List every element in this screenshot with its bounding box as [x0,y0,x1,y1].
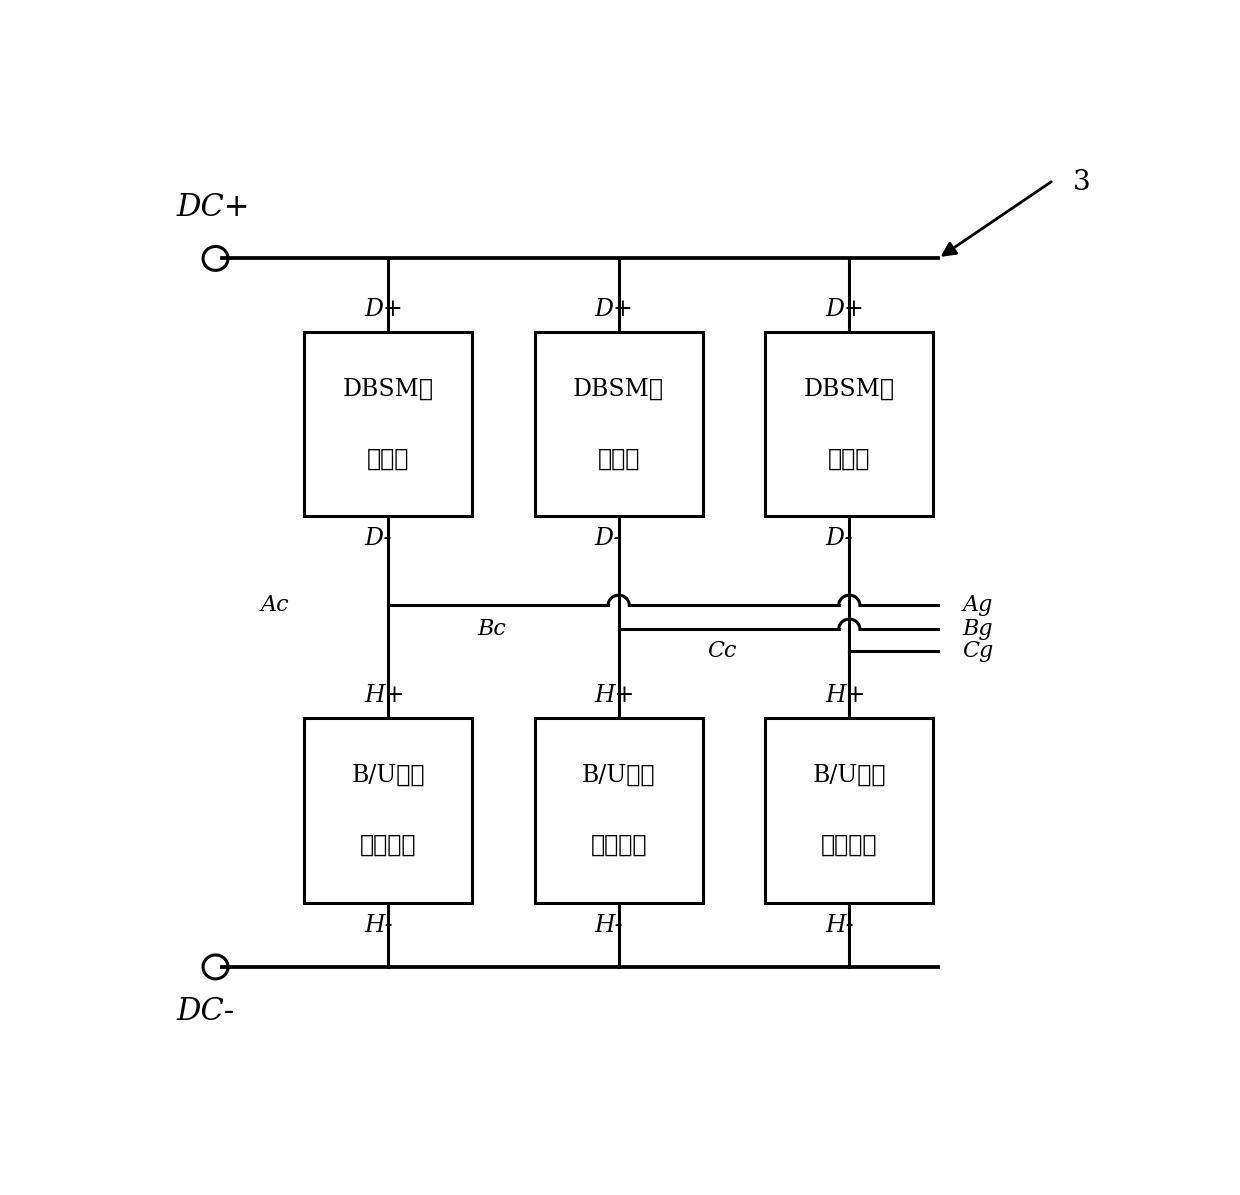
Text: 上桥臂: 上桥臂 [828,447,870,471]
Text: Bg: Bg [962,618,993,641]
Text: 上桥臂: 上桥臂 [367,447,409,471]
Text: H-: H- [595,913,624,937]
Text: 型下桥臂: 型下桥臂 [590,834,647,857]
Bar [304,718,472,902]
Bar [534,718,703,902]
Text: DBSM型: DBSM型 [804,378,895,400]
Text: Bc: Bc [477,618,506,641]
Text: B/U混合: B/U混合 [812,764,887,788]
Text: H-: H- [365,913,393,937]
Text: 型下桥臂: 型下桥臂 [360,834,417,857]
Bar [304,332,472,516]
Text: D+: D+ [826,298,864,321]
Text: B/U混合: B/U混合 [351,764,425,788]
Bar [765,718,934,902]
Text: D-: D- [365,527,392,550]
Text: H+: H+ [365,685,404,707]
Bar [534,332,703,516]
Text: Ac: Ac [260,594,290,617]
Text: Ag: Ag [962,594,992,617]
Text: H+: H+ [595,685,635,707]
Text: H-: H- [826,913,854,937]
Text: 3: 3 [1073,168,1090,196]
Text: D-: D- [595,527,622,550]
Text: DBSM型: DBSM型 [573,378,665,400]
Text: D+: D+ [365,298,403,321]
Text: 上桥臂: 上桥臂 [598,447,640,471]
Text: D+: D+ [595,298,634,321]
Text: Cc: Cc [707,641,737,662]
Text: Cg: Cg [962,641,993,662]
Text: DBSM型: DBSM型 [342,378,434,400]
Text: DC+: DC+ [176,192,249,223]
Text: DC-: DC- [176,995,234,1027]
Text: D-: D- [826,527,853,550]
Text: 型下桥臂: 型下桥臂 [821,834,878,857]
Text: H+: H+ [826,685,866,707]
Bar [765,332,934,516]
Text: B/U混合: B/U混合 [582,764,656,788]
